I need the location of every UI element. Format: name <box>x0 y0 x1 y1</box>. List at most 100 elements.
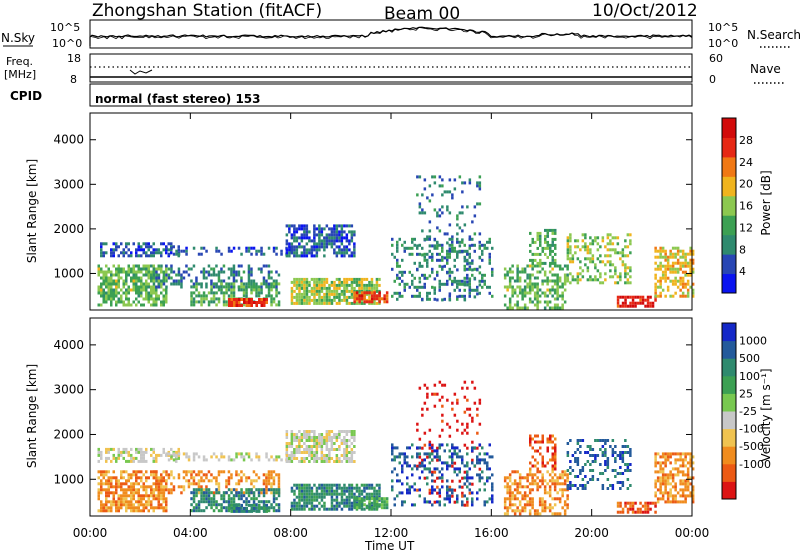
heatmap-cell <box>391 485 394 489</box>
heatmap-cell <box>461 181 464 185</box>
heatmap-cell <box>318 230 321 234</box>
heatmap-cell <box>285 233 289 237</box>
heatmap-cell <box>431 267 434 271</box>
heatmap-cell <box>275 282 278 286</box>
heatmap-cell <box>684 452 687 456</box>
heatmap-cell <box>458 282 461 286</box>
heatmap-cell <box>563 300 567 304</box>
heatmap-cell <box>192 506 196 510</box>
heatmap-cell <box>676 467 680 471</box>
heatmap-cell <box>300 492 304 496</box>
heatmap-cell <box>538 512 542 516</box>
heatmap-cell <box>308 486 311 490</box>
heatmap-cell <box>631 507 635 511</box>
heatmap-cell <box>195 494 198 498</box>
heatmap-cell <box>117 479 120 483</box>
heatmap-cell <box>318 445 321 448</box>
heatmap-cell <box>466 470 469 474</box>
heatmap-cell <box>360 286 364 290</box>
heatmap-cell <box>323 242 326 246</box>
heatmap-cell <box>456 446 459 450</box>
heatmap-cell <box>157 482 160 486</box>
heatmap-cell <box>423 443 427 447</box>
heatmap-cell <box>649 507 652 511</box>
heatmap-cell <box>107 285 110 289</box>
heatmap-cell <box>348 451 351 454</box>
heatmap-cell <box>343 436 346 439</box>
heatmap-cell <box>466 473 469 477</box>
heatmap-cell <box>187 455 191 459</box>
heatmap-cell <box>350 442 354 445</box>
heatmap-cell <box>689 270 692 274</box>
heatmap-cell <box>541 497 544 501</box>
heatmap-cell <box>403 240 406 244</box>
heatmap-cell <box>506 512 509 516</box>
heatmap-cell <box>165 248 168 252</box>
heatmap-cell <box>511 470 514 474</box>
heatmap-cell <box>212 452 216 456</box>
heatmap-cell <box>446 205 449 209</box>
heatmap-cell <box>270 488 273 492</box>
heatmap-cell <box>416 455 419 459</box>
heatmap-cell <box>676 252 680 256</box>
heatmap-cell <box>355 297 359 301</box>
heatmap-cell <box>448 223 452 227</box>
heatmap-cell <box>619 510 622 514</box>
heatmap-cell <box>664 476 667 480</box>
heatmap-cell <box>456 252 459 256</box>
heatmap-cell <box>584 487 587 490</box>
heatmap-cell <box>197 491 201 495</box>
heatmap-cell <box>130 476 133 480</box>
heatmap-cell <box>491 494 494 498</box>
heatmap-cell <box>544 237 547 241</box>
heatmap-cell <box>285 242 289 246</box>
heatmap-cell <box>212 476 216 480</box>
heatmap-cell <box>671 267 675 271</box>
heatmap-cell <box>293 492 296 496</box>
heatmap-cell <box>197 500 201 504</box>
heatmap-cell <box>265 301 268 304</box>
heatmap-cell <box>659 267 662 271</box>
heatmap-cell <box>426 500 429 504</box>
heatmap-cell <box>691 252 695 256</box>
heatmap-cell <box>192 509 196 513</box>
heatmap-cell <box>147 242 150 246</box>
heatmap-cell <box>471 461 474 465</box>
heatmap-cell <box>353 230 356 234</box>
heatmap-cell <box>348 301 351 305</box>
heatmap-cell <box>626 469 630 472</box>
heatmap-cell <box>343 251 346 255</box>
heatmap-cell <box>468 252 471 256</box>
heatmap-cell <box>543 485 547 489</box>
heatmap-cell <box>541 458 544 462</box>
heatmap-cell <box>267 270 271 274</box>
heatmap-cell <box>255 252 258 256</box>
heatmap-cell <box>463 464 466 468</box>
heatmap-cell <box>330 233 334 237</box>
heatmap-cell <box>232 500 236 504</box>
heatmap-cell <box>127 506 130 510</box>
heatmap-cell <box>601 445 605 448</box>
heatmap-cell <box>619 257 622 261</box>
heatmap-cell <box>416 246 419 250</box>
heatmap-cell <box>210 297 213 301</box>
heatmap-cell <box>265 509 268 513</box>
heatmap-cell <box>594 239 597 243</box>
heatmap-cell <box>215 482 218 486</box>
y-tick-label: 4000 <box>53 338 84 352</box>
heatmap-cell <box>222 279 226 283</box>
heatmap-cell <box>401 464 404 468</box>
heatmap-cell <box>160 473 163 477</box>
heatmap-cell <box>619 295 622 299</box>
heatmap-cell <box>654 249 657 253</box>
heatmap-cell <box>272 482 276 486</box>
heatmap-cell <box>553 512 557 516</box>
heatmap-cell <box>325 445 329 448</box>
heatmap-cell <box>215 273 218 277</box>
heatmap-cell <box>413 294 416 298</box>
heatmap-cell <box>438 446 441 450</box>
heatmap-cell <box>478 401 482 405</box>
heatmap-cell <box>155 297 158 301</box>
heatmap-cell <box>275 303 278 307</box>
heatmap-cell <box>232 282 236 286</box>
